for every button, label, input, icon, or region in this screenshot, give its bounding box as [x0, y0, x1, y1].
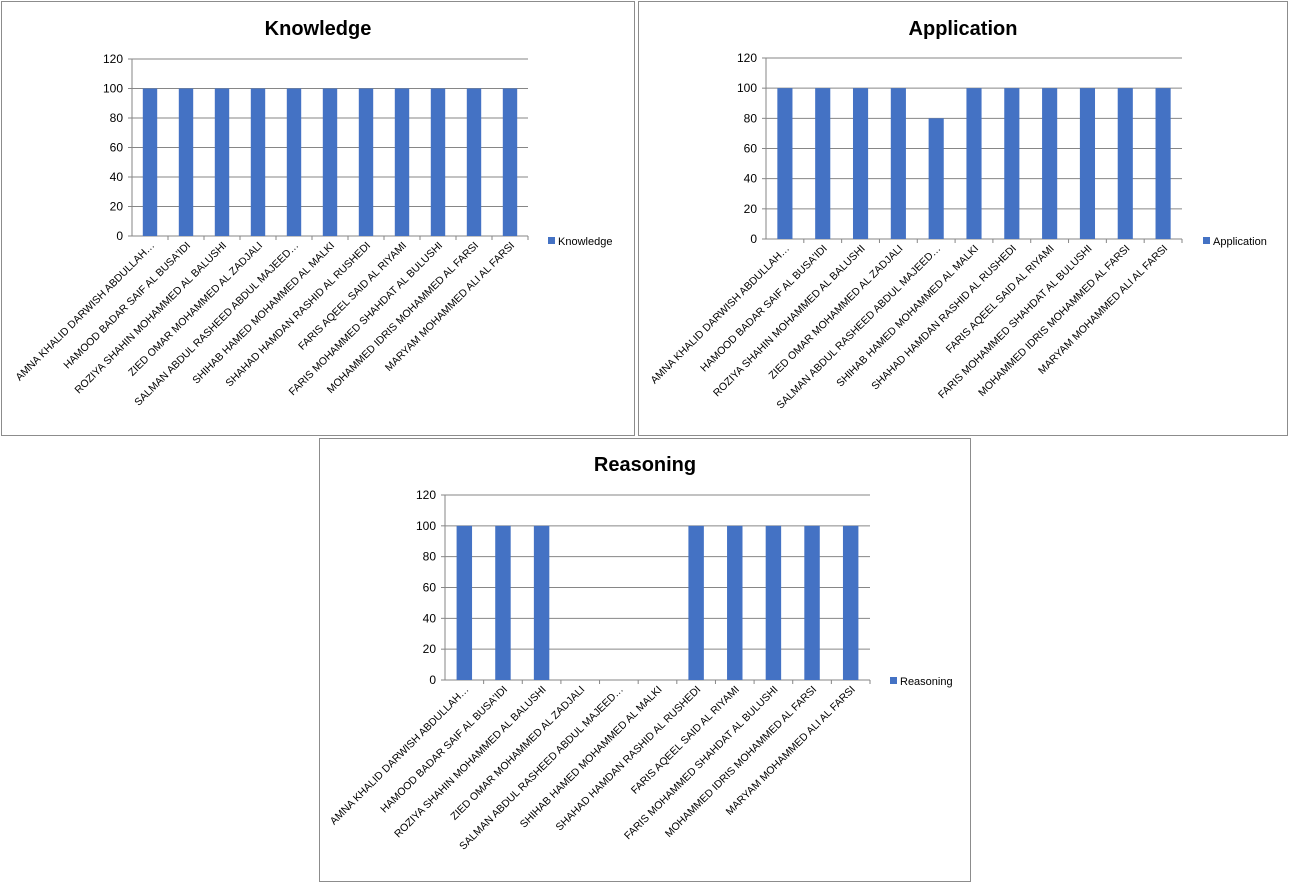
knowledge-y-tick-label: 0 [116, 229, 123, 243]
knowledge-y-tick-label: 40 [110, 170, 124, 184]
application-y-tick-label: 120 [737, 51, 757, 65]
application-y-tick-label: 100 [737, 81, 757, 95]
application-legend-label: Application [1213, 236, 1267, 248]
reasoning-category-label: SHIHAB HAMED MOHAMMED AL MALKI [518, 684, 665, 831]
knowledge-bar [358, 88, 374, 236]
reasoning-bar [456, 525, 473, 680]
knowledge-bar [466, 88, 482, 236]
application-bar [1117, 88, 1133, 240]
reasoning-bar [765, 525, 782, 680]
reasoning-bar [688, 525, 704, 680]
knowledge-bar [250, 88, 266, 236]
knowledge-y-tick-label: 100 [103, 82, 123, 96]
reasoning-category-label: ZIED OMAR MOHAMMED AL ZADJALI [448, 684, 587, 823]
knowledge-bar [286, 88, 302, 236]
reasoning-y-tick-label: 40 [423, 611, 437, 625]
application-y-tick-label: 20 [744, 202, 758, 216]
knowledge-y-tick-label: 80 [110, 111, 124, 125]
reasoning-category-label: SHAHAD HAMDAN RASHID AL RUSHEDI [554, 684, 704, 834]
chart-panel-knowledge: Knowledge 0 20 40 60 80 100 120 AMNA KHALID DARW… [1, 1, 635, 436]
knowledge-bar [502, 88, 518, 236]
knowledge-y-tick-label: 60 [110, 141, 124, 155]
application-bar [852, 88, 869, 240]
application-bar [1079, 88, 1096, 240]
reasoning-category-label: AMNA KHALID DARWISH ABDULLAH… [328, 684, 472, 828]
application-bar [890, 88, 906, 240]
knowledge-legend-label: Knowledge [558, 236, 612, 248]
chart-panel-reasoning: Reasoning 0 20 40 60 80 100 120 AMNA KHALID DARW… [319, 438, 971, 882]
knowledge-bar [430, 88, 446, 236]
application-legend-swatch [1203, 237, 1210, 244]
application-category-label: ZIED OMAR MOHAMMED AL ZADJALI [766, 243, 905, 382]
application-y-tick-label: 80 [744, 111, 758, 125]
knowledge-y-tick-label: 20 [110, 200, 124, 214]
reasoning-bar [727, 525, 743, 680]
knowledge-category-label: HAMOOD BADAR SAIF AL BUSA'IDI [61, 240, 193, 372]
application-bar [966, 88, 982, 240]
reasoning-bar [804, 525, 820, 680]
application-y-tick-label: 60 [744, 142, 758, 156]
reasoning-y-tick-label: 60 [423, 581, 437, 595]
knowledge-bar [394, 88, 410, 236]
knowledge-bar [142, 88, 158, 236]
application-bar [815, 88, 831, 240]
application-bar [1004, 88, 1020, 240]
knowledge-category-label: ZIED OMAR MOHAMMED AL ZADJALI [126, 240, 265, 379]
reasoning-y-tick-label: 100 [416, 519, 436, 533]
reasoning-y-tick-label: 20 [423, 642, 437, 656]
reasoning-bar [495, 525, 511, 680]
application-category-label: AMNA KHALID DARWISH ABDULLAH… [648, 243, 792, 387]
reasoning-bar [533, 525, 550, 680]
application-chart-title: Application [909, 18, 1018, 40]
reasoning-y-tick-label: 120 [416, 488, 436, 502]
application-y-tick-label: 0 [750, 232, 757, 246]
application-bar [777, 88, 793, 240]
reasoning-y-tick-label: 0 [429, 673, 436, 687]
reasoning-bar [842, 525, 859, 680]
knowledge-legend-swatch [548, 237, 555, 244]
chart-panel-application: Application 0 20 40 60 80 100 120 AMNA KHALID DA… [638, 1, 1288, 436]
reasoning-y-tick-label: 80 [423, 550, 437, 564]
application-bar [1042, 88, 1058, 240]
reasoning-legend-swatch [890, 677, 897, 684]
chart-application: Application 0 20 40 60 80 100 120 AMNA KHALID DA… [648, 18, 1267, 411]
reasoning-legend-label: Reasoning [900, 676, 953, 688]
knowledge-bar [214, 88, 230, 236]
knowledge-category-label: MARYAM MOHAMMED ALI AL FARSI [383, 240, 517, 374]
application-y-tick-label: 40 [744, 172, 758, 186]
application-bar [1155, 88, 1171, 240]
knowledge-y-tick-label: 120 [103, 52, 123, 66]
knowledge-bar [322, 88, 338, 236]
reasoning-chart-title: Reasoning [594, 454, 696, 476]
chart-reasoning: Reasoning 0 20 40 60 80 100 120 AMNA KHALID DARW… [328, 454, 953, 852]
application-category-label: SHIHAB HAMED MOHAMMED AL MALKI [834, 243, 981, 390]
knowledge-bar [178, 88, 194, 236]
knowledge-category-label: SALMAN ABDUL RASHEED ABDUL MAJEED… [132, 240, 301, 409]
knowledge-chart-title: Knowledge [265, 18, 372, 40]
application-bar [928, 118, 944, 239]
